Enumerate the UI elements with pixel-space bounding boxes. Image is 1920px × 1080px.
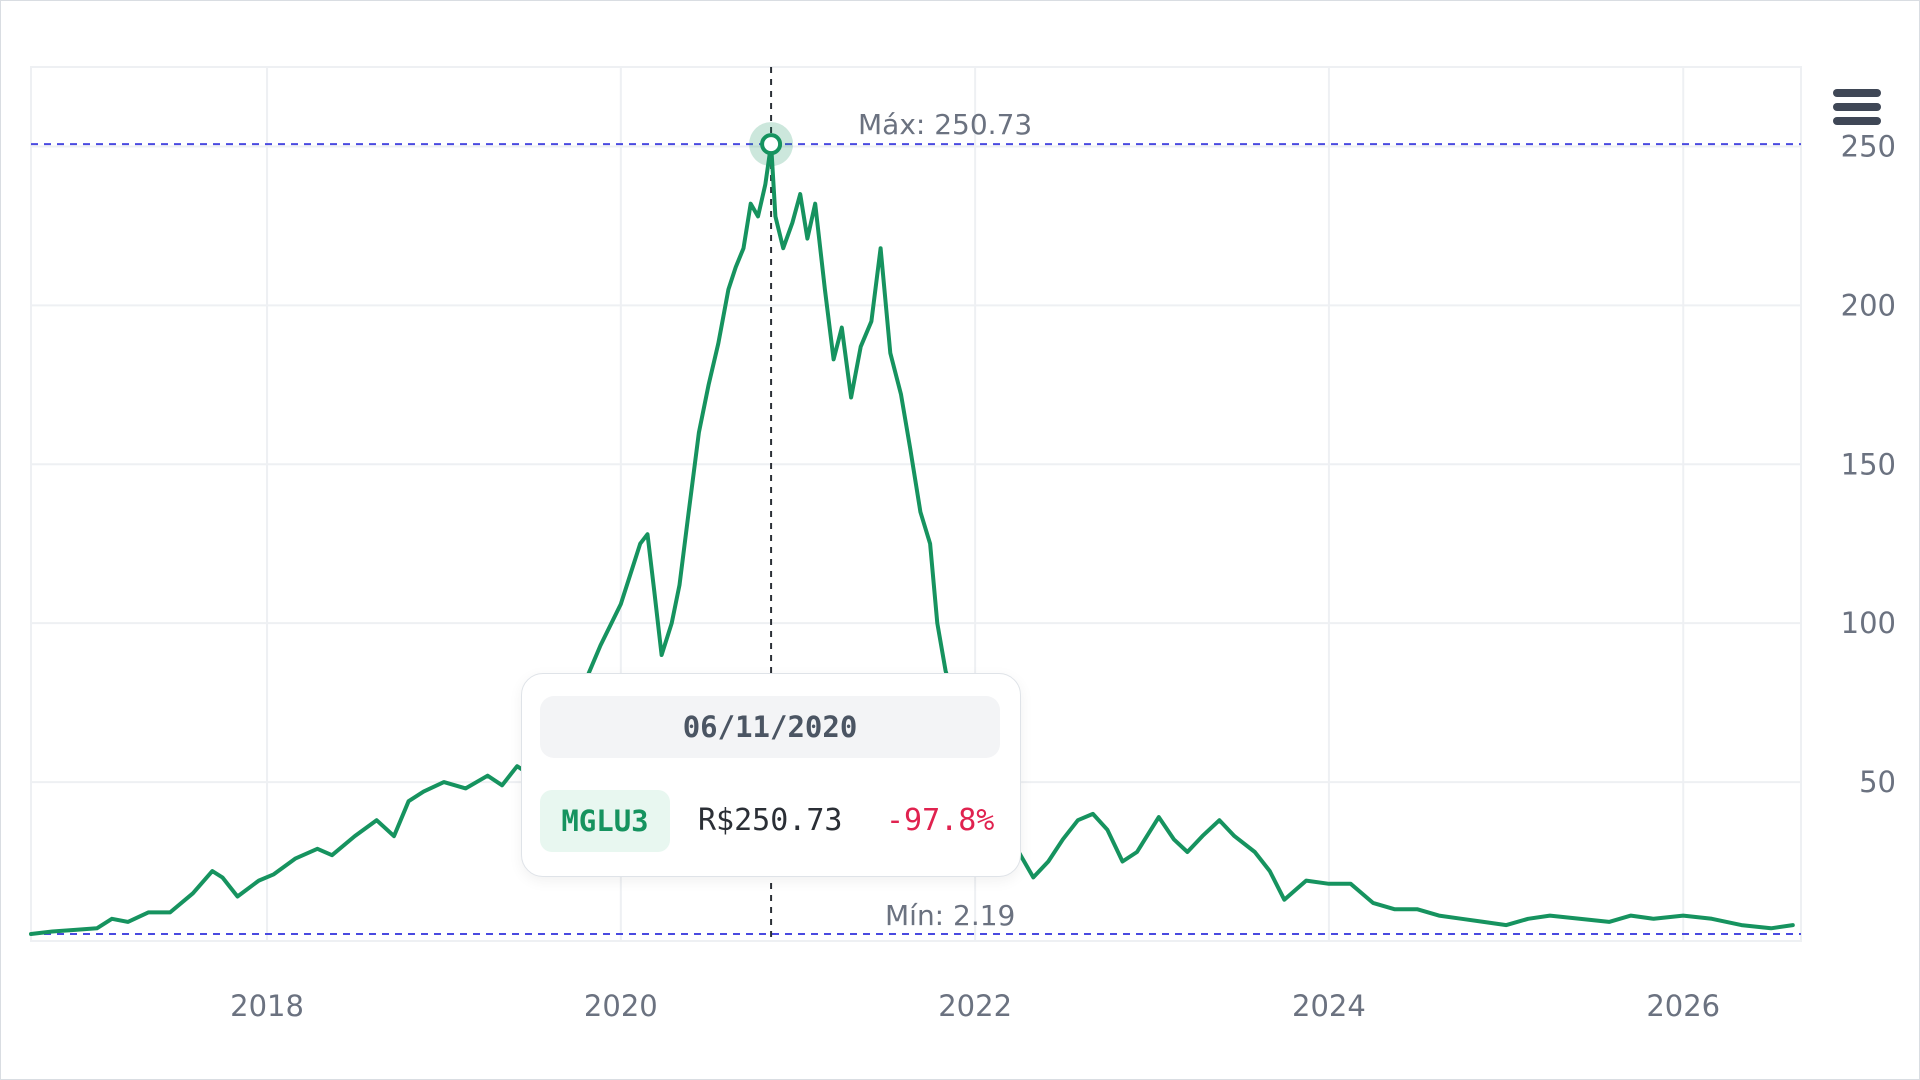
tooltip-price: R$250.73 <box>698 803 843 838</box>
x-tick-label: 2026 <box>1646 989 1720 1023</box>
tooltip-change: -97.8% <box>886 803 995 838</box>
hamburger-menu-icon[interactable] <box>1833 89 1881 129</box>
plot-border <box>30 66 1802 942</box>
x-tick-label: 2024 <box>1292 989 1366 1023</box>
menu-bar <box>1833 103 1881 111</box>
x-tick-label: 2018 <box>230 989 304 1023</box>
min-label: Mín: 2.19 <box>885 899 1015 932</box>
menu-bar <box>1833 89 1881 97</box>
x-axis: 2018 2020 2022 2024 2026 <box>230 989 1720 1023</box>
hover-marker <box>760 133 783 156</box>
reference-lines: Máx: 250.73 Mín: 2.19 <box>31 108 1801 936</box>
grid-lines <box>30 66 1802 942</box>
x-tick-label: 2020 <box>584 989 658 1023</box>
menu-bar <box>1833 117 1881 125</box>
y-tick-label: 250 <box>1841 129 1896 163</box>
tooltip-date: 06/11/2020 <box>540 696 1000 758</box>
series-line-mglu3 <box>29 142 1795 936</box>
y-tick-label: 100 <box>1841 606 1896 640</box>
y-tick-label: 50 <box>1859 765 1896 799</box>
tooltip-ticker-badge: MGLU3 <box>540 790 670 852</box>
y-tick-label: 150 <box>1841 447 1896 481</box>
data-tooltip: 06/11/2020 MGLU3 R$250.73 -97.8% <box>521 673 1021 877</box>
max-label: Máx: 250.73 <box>858 108 1032 141</box>
y-axis: 50 100 150 200 250 <box>1841 129 1896 799</box>
y-tick-label: 200 <box>1841 288 1896 322</box>
x-tick-label: 2022 <box>938 989 1012 1023</box>
